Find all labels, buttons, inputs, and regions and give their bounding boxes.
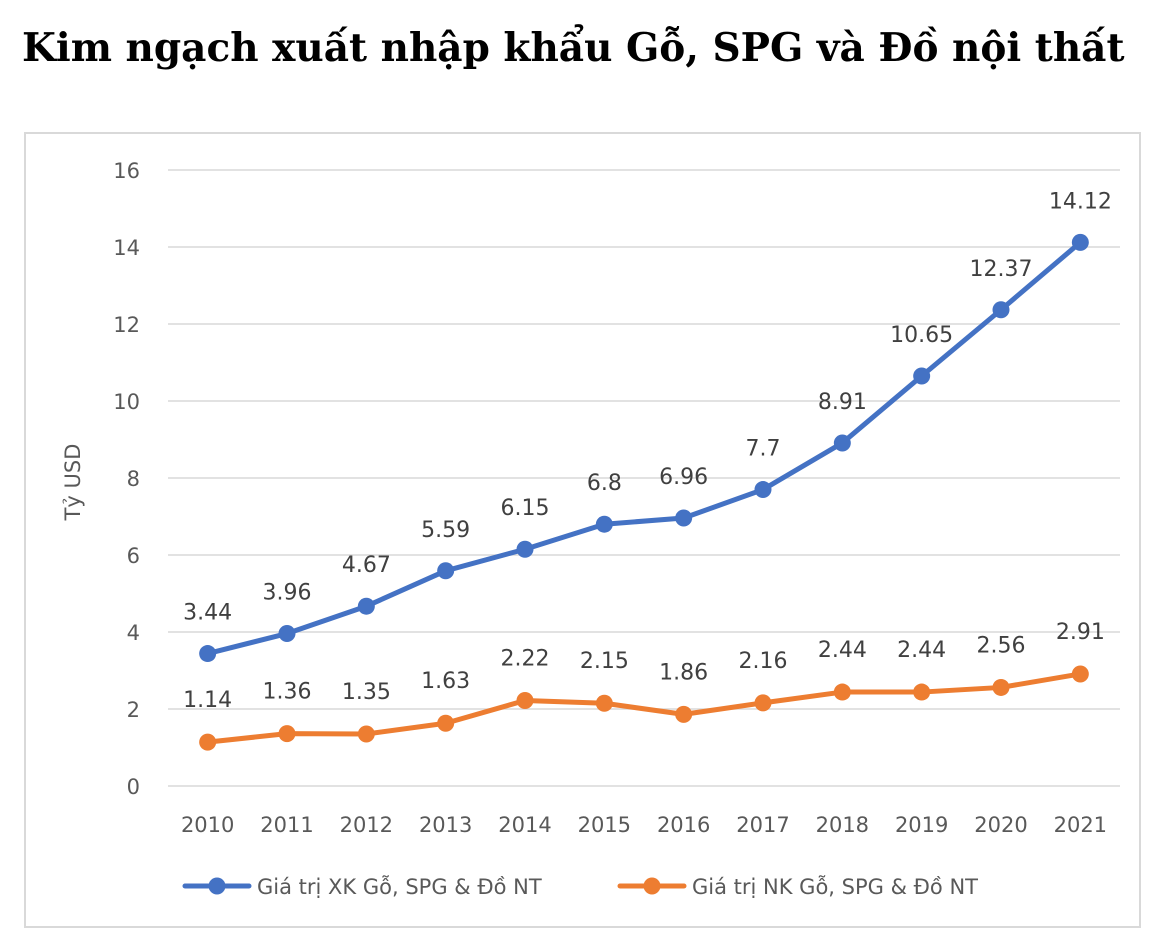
data-point [278, 625, 296, 643]
x-tick-label: 2014 [498, 813, 551, 837]
data-point [595, 694, 613, 712]
data-label: 2.44 [818, 638, 867, 663]
gridlines [168, 169, 1120, 787]
x-tick-label: 2011 [260, 813, 313, 837]
data-label: 2.22 [501, 647, 550, 672]
data-point [675, 705, 693, 723]
legend-item: Giá trị NK Gỗ, SPG & Đồ NT [617, 874, 978, 899]
series-line [205, 671, 1083, 745]
legend-item: Giá trị XK Gỗ, SPG & Đồ NT [182, 874, 542, 899]
legend-label: Giá trị XK Gỗ, SPG & Đồ NT [257, 874, 542, 899]
data-point [516, 540, 534, 558]
data-point [437, 714, 455, 732]
data-label: 5.59 [421, 518, 470, 543]
data-label: 2.56 [977, 633, 1026, 658]
x-tick-label: 2010 [181, 813, 234, 837]
legend-label: Giá trị NK Gỗ, SPG & Đồ NT [692, 874, 978, 899]
series-layer: 3.44 3.96 4.67 5.59 6.15 6.8 6.96 7.7 8.91 10.65 1… [183, 189, 1112, 751]
data-label: 10.65 [890, 323, 953, 348]
x-tick-label: 2017 [736, 813, 789, 837]
data-point [913, 683, 931, 701]
data-point [278, 725, 296, 743]
data-point [595, 515, 613, 533]
data-label: 4.67 [342, 553, 391, 578]
data-label: 1.63 [421, 669, 470, 694]
y-tick-label: 2 [127, 698, 140, 722]
y-tick-label: 8 [127, 467, 140, 491]
data-label: 6.96 [659, 465, 708, 490]
data-label: 1.86 [659, 660, 708, 685]
data-label: 6.8 [587, 471, 622, 496]
data-label: 6.15 [501, 496, 550, 521]
data-point [754, 694, 772, 712]
legend-swatch-marker [208, 877, 226, 895]
x-tick-label: 2015 [578, 813, 631, 837]
data-label: 2.91 [1056, 620, 1105, 645]
y-tick-label: 16 [113, 159, 140, 183]
data-label: 3.96 [263, 581, 312, 606]
x-tick-label: 2018 [816, 813, 869, 837]
series-2: 1.14 1.36 1.35 1.63 2.22 2.15 1.86 2.16 2.44 2.44… [183, 620, 1105, 751]
series-1: 3.44 3.96 4.67 5.59 6.15 6.8 6.96 7.7 8.91 10.65 1… [183, 189, 1112, 663]
data-point [1071, 665, 1089, 683]
y-tick-label: 10 [113, 390, 140, 414]
data-label: 2.15 [580, 649, 629, 674]
data-point [357, 597, 375, 615]
data-label: 2.16 [739, 649, 788, 674]
data-point [1071, 233, 1089, 251]
page-title: Kim ngạch xuất nhập khẩu Gỗ, SPG và Đồ n… [22, 25, 1125, 71]
data-point [833, 683, 851, 701]
x-tick-label: 2021 [1054, 813, 1107, 837]
y-tick-label: 6 [127, 544, 140, 568]
x-tick-label: 2012 [340, 813, 393, 837]
data-label: 1.35 [342, 680, 391, 705]
data-label: 1.36 [263, 680, 312, 705]
y-tick-label: 4 [127, 621, 140, 645]
data-label: 7.7 [746, 437, 781, 462]
x-tick-label: 2013 [419, 813, 472, 837]
x-axis-ticks: 2010 2011 2012 2013 2014 2015 2016 2017 2018 2019… [181, 813, 1107, 837]
data-label: 1.14 [183, 688, 232, 713]
y-tick-label: 0 [127, 775, 140, 799]
y-tick-label: 14 [113, 236, 140, 260]
data-point [992, 301, 1010, 319]
data-point [199, 645, 217, 663]
data-point [357, 725, 375, 743]
data-point [992, 678, 1010, 696]
data-label: 14.12 [1049, 189, 1112, 214]
x-tick-label: 2019 [895, 813, 948, 837]
data-label: 8.91 [818, 390, 867, 415]
legend-swatch-marker [643, 877, 661, 895]
data-point [754, 481, 772, 499]
data-label: 2.44 [897, 638, 946, 663]
data-point [833, 434, 851, 452]
legend: Giá trị XK Gỗ, SPG & Đồ NT Giá trị NK Gỗ,… [182, 874, 978, 899]
data-point [913, 367, 931, 385]
data-point [516, 692, 534, 710]
y-axis-ticks: 0 2 4 6 8 10 12 14 16 [113, 159, 140, 799]
x-tick-label: 2016 [657, 813, 710, 837]
x-tick-label: 2020 [974, 813, 1027, 837]
y-tick-label: 12 [113, 313, 140, 337]
data-point [437, 562, 455, 580]
series-line [205, 239, 1083, 657]
data-label: 3.44 [183, 601, 232, 626]
data-point [675, 509, 693, 527]
data-label: 12.37 [970, 257, 1033, 282]
y-axis-label: Tỷ USD [61, 444, 85, 522]
data-point [199, 733, 217, 751]
